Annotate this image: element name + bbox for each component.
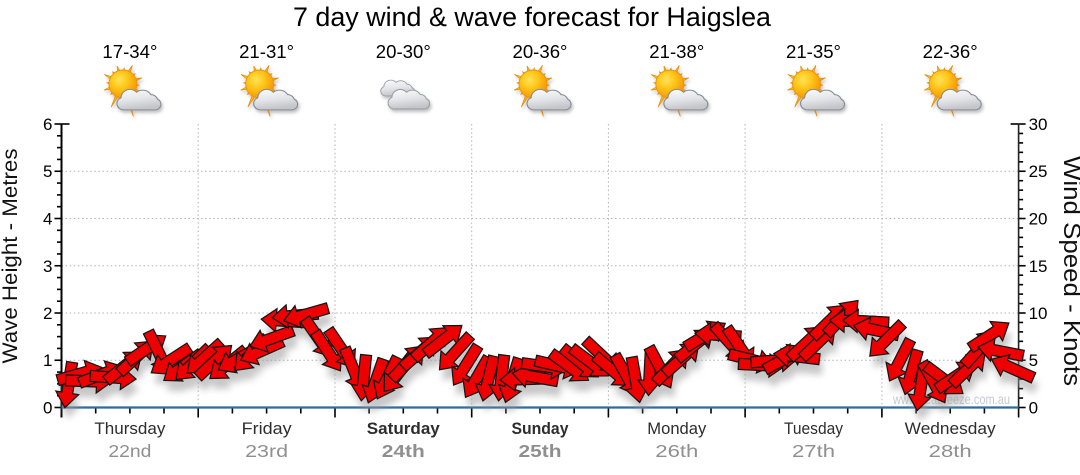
svg-text:5: 5 (1029, 351, 1038, 370)
svg-text:Saturday: Saturday (367, 420, 441, 438)
svg-text:21-31°: 21-31° (239, 42, 294, 62)
svg-text:2: 2 (43, 304, 52, 323)
svg-text:0: 0 (43, 399, 52, 418)
svg-text:Thursday: Thursday (94, 420, 166, 438)
svg-text:20-30°: 20-30° (376, 42, 431, 62)
svg-text:27th: 27th (792, 441, 835, 461)
svg-text:25: 25 (1029, 162, 1048, 181)
svg-text:0: 0 (1029, 399, 1038, 418)
svg-text:21-38°: 21-38° (649, 42, 704, 62)
svg-text:6: 6 (43, 115, 52, 134)
svg-text:Sunday: Sunday (512, 420, 570, 438)
svg-text:Wednesday: Wednesday (905, 420, 997, 438)
svg-text:Friday: Friday (242, 420, 293, 438)
svg-text:1: 1 (43, 351, 52, 370)
svg-text:Tuesday: Tuesday (784, 420, 844, 438)
svg-text:Monday: Monday (647, 420, 707, 438)
svg-text:4: 4 (43, 210, 52, 229)
svg-text:22nd: 22nd (108, 441, 151, 461)
svg-text:10: 10 (1029, 304, 1048, 323)
svg-text:17-34°: 17-34° (102, 42, 157, 62)
svg-text:28th: 28th (929, 441, 972, 461)
svg-text:20: 20 (1029, 210, 1048, 229)
svg-text:20-36°: 20-36° (513, 42, 568, 62)
svg-text:25th: 25th (519, 441, 562, 461)
svg-text:Wave Height - Metres: Wave Height - Metres (0, 149, 22, 364)
svg-text:Wind Speed - Knots: Wind Speed - Knots (1058, 156, 1080, 386)
svg-text:15: 15 (1029, 257, 1048, 276)
svg-text:23rd: 23rd (245, 441, 288, 461)
svg-text:22-36°: 22-36° (923, 42, 978, 62)
svg-text:21-35°: 21-35° (786, 42, 841, 62)
svg-text:26th: 26th (655, 441, 698, 461)
svg-text:5: 5 (43, 162, 52, 181)
svg-text:7 day wind & wave forecast for: 7 day wind & wave forecast for Haigslea (293, 2, 772, 32)
svg-text:30: 30 (1029, 115, 1048, 134)
svg-text:3: 3 (43, 257, 52, 276)
svg-text:24th: 24th (382, 441, 425, 461)
